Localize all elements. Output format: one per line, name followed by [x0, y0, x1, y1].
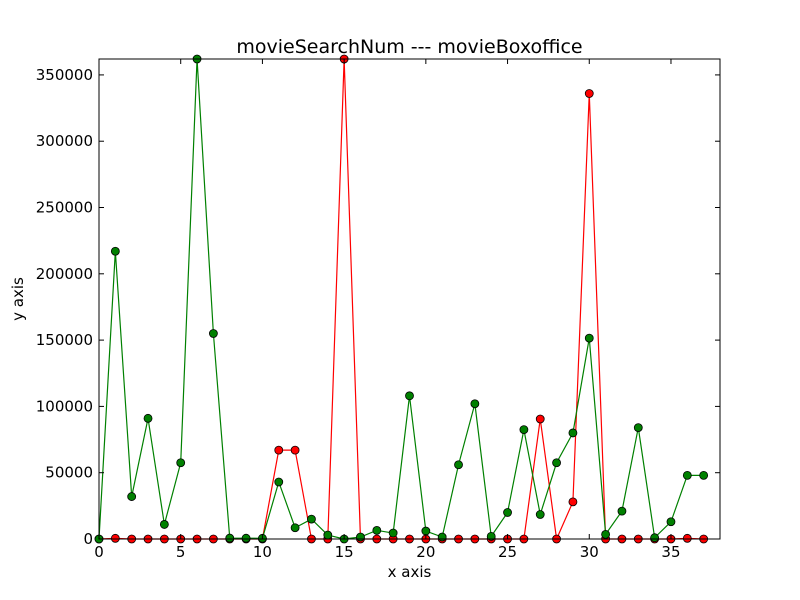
- data-point: [307, 514, 316, 524]
- data-point: [699, 470, 709, 480]
- y-tick-label: 150000: [36, 331, 93, 349]
- x-tick-label: 10: [253, 543, 272, 561]
- data-point: [208, 329, 218, 338]
- x-tick-label: 30: [580, 543, 599, 561]
- y-tick-label: 0: [83, 530, 93, 548]
- data-point: [584, 333, 594, 343]
- data-point: [519, 425, 529, 435]
- data-point: [323, 530, 333, 540]
- data-point: [568, 428, 578, 438]
- x-tick-label: 15: [335, 543, 354, 561]
- y-tick-label: 200000: [36, 265, 93, 283]
- data-point: [503, 508, 512, 517]
- data-point: [159, 520, 169, 529]
- data-point: [682, 470, 692, 480]
- x-tick-label: 35: [661, 543, 680, 561]
- data-point: [388, 528, 398, 538]
- data-point: [356, 532, 365, 542]
- data-point: [437, 532, 447, 542]
- y-tick-label: 300000: [36, 132, 93, 150]
- y-axis-label: y axis: [9, 277, 27, 321]
- data-point: [666, 517, 676, 527]
- data-point: [143, 413, 153, 423]
- plot-frame: [98, 58, 721, 540]
- data-point: [633, 423, 643, 433]
- data-point: [552, 458, 561, 468]
- data-point: [650, 533, 660, 543]
- series-1: [94, 54, 709, 544]
- data-point: [601, 529, 611, 539]
- data-point: [682, 533, 692, 543]
- data-point: [568, 497, 578, 507]
- data-point: [225, 533, 235, 543]
- data-point: [617, 506, 627, 516]
- data-point: [241, 533, 251, 543]
- y-tick-label: 50000: [45, 464, 93, 482]
- series-line: [98, 58, 704, 540]
- y-tick-label: 100000: [36, 397, 93, 415]
- data-point: [535, 414, 545, 424]
- data-point: [454, 460, 463, 470]
- data-point: [290, 523, 300, 533]
- data-point: [486, 531, 496, 541]
- data-point: [274, 477, 284, 487]
- x-axis-label: x axis: [388, 563, 432, 581]
- x-tick-label: 5: [176, 543, 186, 561]
- data-point: [421, 526, 431, 536]
- chart-title: movieSearchNum --- movieBoxoffice: [236, 36, 582, 58]
- y-tick-label: 250000: [36, 199, 93, 217]
- data-point: [110, 246, 120, 256]
- y-tick-label: 350000: [36, 66, 93, 84]
- data-point: [372, 525, 382, 535]
- x-tick-label: 25: [498, 543, 517, 561]
- data-point: [290, 445, 300, 455]
- data-point: [535, 510, 545, 519]
- data-point: [470, 399, 480, 409]
- x-tick-label: 20: [416, 543, 435, 561]
- data-point: [584, 89, 594, 98]
- plot-area: [99, 59, 720, 539]
- data-point: [110, 533, 120, 543]
- x-tick-label: 0: [94, 543, 104, 561]
- data-point: [176, 458, 186, 468]
- data-point: [274, 445, 284, 455]
- data-point: [405, 391, 414, 401]
- data-point: [127, 492, 137, 501]
